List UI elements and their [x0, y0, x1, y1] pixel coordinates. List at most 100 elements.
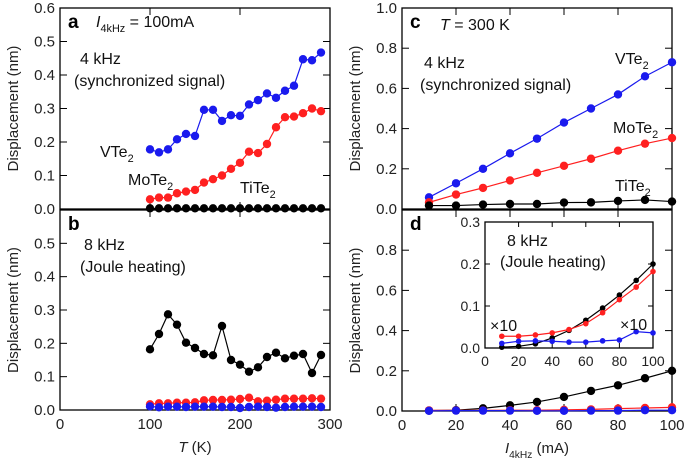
data-point	[199, 396, 209, 405]
data-point	[451, 406, 461, 415]
series-label-tite2: TiTe2	[615, 178, 651, 199]
data-point	[559, 161, 569, 170]
data-point	[145, 145, 155, 154]
y-tick-label: 0.0	[34, 402, 55, 419]
y-tick-label: 0.6	[376, 282, 397, 299]
y-tick-label: 0.5	[34, 34, 55, 51]
series-line	[428, 137, 673, 203]
data-point	[478, 183, 488, 193]
data-point	[253, 95, 263, 105]
signal-annotation: (Joule heating)	[80, 259, 186, 276]
data-point	[316, 106, 326, 116]
y-tick-label: 0.4	[34, 67, 55, 84]
data-point	[307, 204, 317, 213]
data-point	[163, 204, 173, 213]
data-point	[181, 129, 191, 139]
red-scale-annotation: ×10	[490, 318, 517, 335]
data-point	[505, 406, 515, 415]
data-point	[613, 406, 623, 415]
data-point	[271, 204, 281, 213]
panel-b: 0 100 200 300 0.0 0.1 0.2 0.3 0.4 0.5 b Displacemen…	[5, 209, 343, 456]
y-tick-label: 0.0	[34, 201, 55, 218]
data-point	[163, 402, 173, 411]
y-axis-label: Displacement (nm)	[5, 247, 22, 373]
data-point	[298, 394, 308, 403]
data-point	[559, 392, 569, 402]
data-point	[640, 195, 650, 205]
data-point	[640, 405, 650, 415]
data-point	[307, 56, 317, 65]
data-point	[451, 179, 461, 188]
data-point	[451, 190, 461, 199]
data-point	[181, 338, 191, 347]
x-axis-label: T (K)	[178, 439, 211, 456]
panel-letter: a	[68, 12, 79, 33]
data-point	[262, 396, 272, 405]
data-point	[505, 176, 515, 185]
panel-c: 0.0 0.2 0.4 0.6 0.8 1.0 c Displacement (nm) T = …	[347, 0, 677, 218]
data-point	[244, 393, 254, 402]
data-point	[583, 339, 589, 345]
x-tick-label: 60	[556, 417, 573, 434]
data-point	[478, 164, 488, 173]
data-point	[583, 320, 589, 327]
y-tick-label: 0.3	[34, 302, 55, 319]
series-label-mote2: MoTe2	[613, 120, 658, 141]
series-line	[501, 331, 654, 344]
data-point	[262, 204, 272, 213]
data-point	[307, 402, 317, 411]
data-point	[478, 406, 488, 415]
data-point	[154, 204, 164, 213]
data-point	[650, 268, 656, 275]
data-point	[499, 340, 505, 347]
panels: 0.0 0.1 0.2 0.3 0.4 0.5 0.6 a Displacement (nm) I…	[5, 0, 685, 460]
data-point	[566, 339, 572, 345]
data-point	[532, 199, 542, 209]
data-point	[640, 374, 650, 383]
y-axis-label: Displacement (nm)	[347, 248, 364, 374]
data-point	[289, 112, 299, 121]
data-point	[190, 185, 200, 195]
series-vte2	[145, 48, 326, 157]
data-point	[478, 200, 488, 209]
y-tick-label: 0.4	[376, 323, 397, 340]
x-tick-label: 0	[56, 416, 64, 433]
data-point	[244, 402, 254, 412]
data-point	[190, 343, 200, 353]
x-tick-label: 20	[448, 417, 465, 434]
data-point	[280, 113, 290, 122]
data-point	[154, 148, 164, 157]
data-point	[505, 199, 515, 209]
series-line	[428, 409, 672, 412]
data-point	[515, 343, 522, 350]
data-point	[262, 89, 272, 98]
y-axis-label: Displacement (nm)	[5, 46, 22, 172]
x-tick-label: 300	[317, 416, 342, 433]
data-point	[154, 403, 164, 412]
data-point	[298, 108, 308, 118]
data-point	[172, 320, 182, 329]
data-point	[226, 355, 236, 365]
y-tick-label: 0.5	[34, 235, 55, 252]
data-point	[217, 204, 227, 213]
data-point	[667, 58, 677, 67]
data-point	[226, 395, 236, 404]
y-tick-label: 0.4	[376, 121, 397, 138]
data-point	[280, 394, 290, 403]
x-tick-label: 0	[398, 417, 406, 434]
signal-annotation: (synchronized signal)	[74, 73, 225, 90]
series-tite2	[145, 204, 326, 213]
y-tick-label: 0.2	[34, 134, 55, 151]
data-point	[532, 168, 542, 178]
data-point	[616, 292, 623, 298]
data-point	[559, 118, 569, 127]
data-point	[253, 148, 263, 158]
data-point	[217, 321, 227, 331]
data-point	[199, 204, 209, 213]
data-point	[280, 402, 290, 412]
data-point	[532, 338, 539, 344]
panel-d: 0 20 40 60 80 100 0.0 0.2 0.4 0.6 0.8 d Displacement…	[347, 209, 685, 460]
data-point	[208, 204, 218, 213]
data-point	[217, 395, 227, 405]
